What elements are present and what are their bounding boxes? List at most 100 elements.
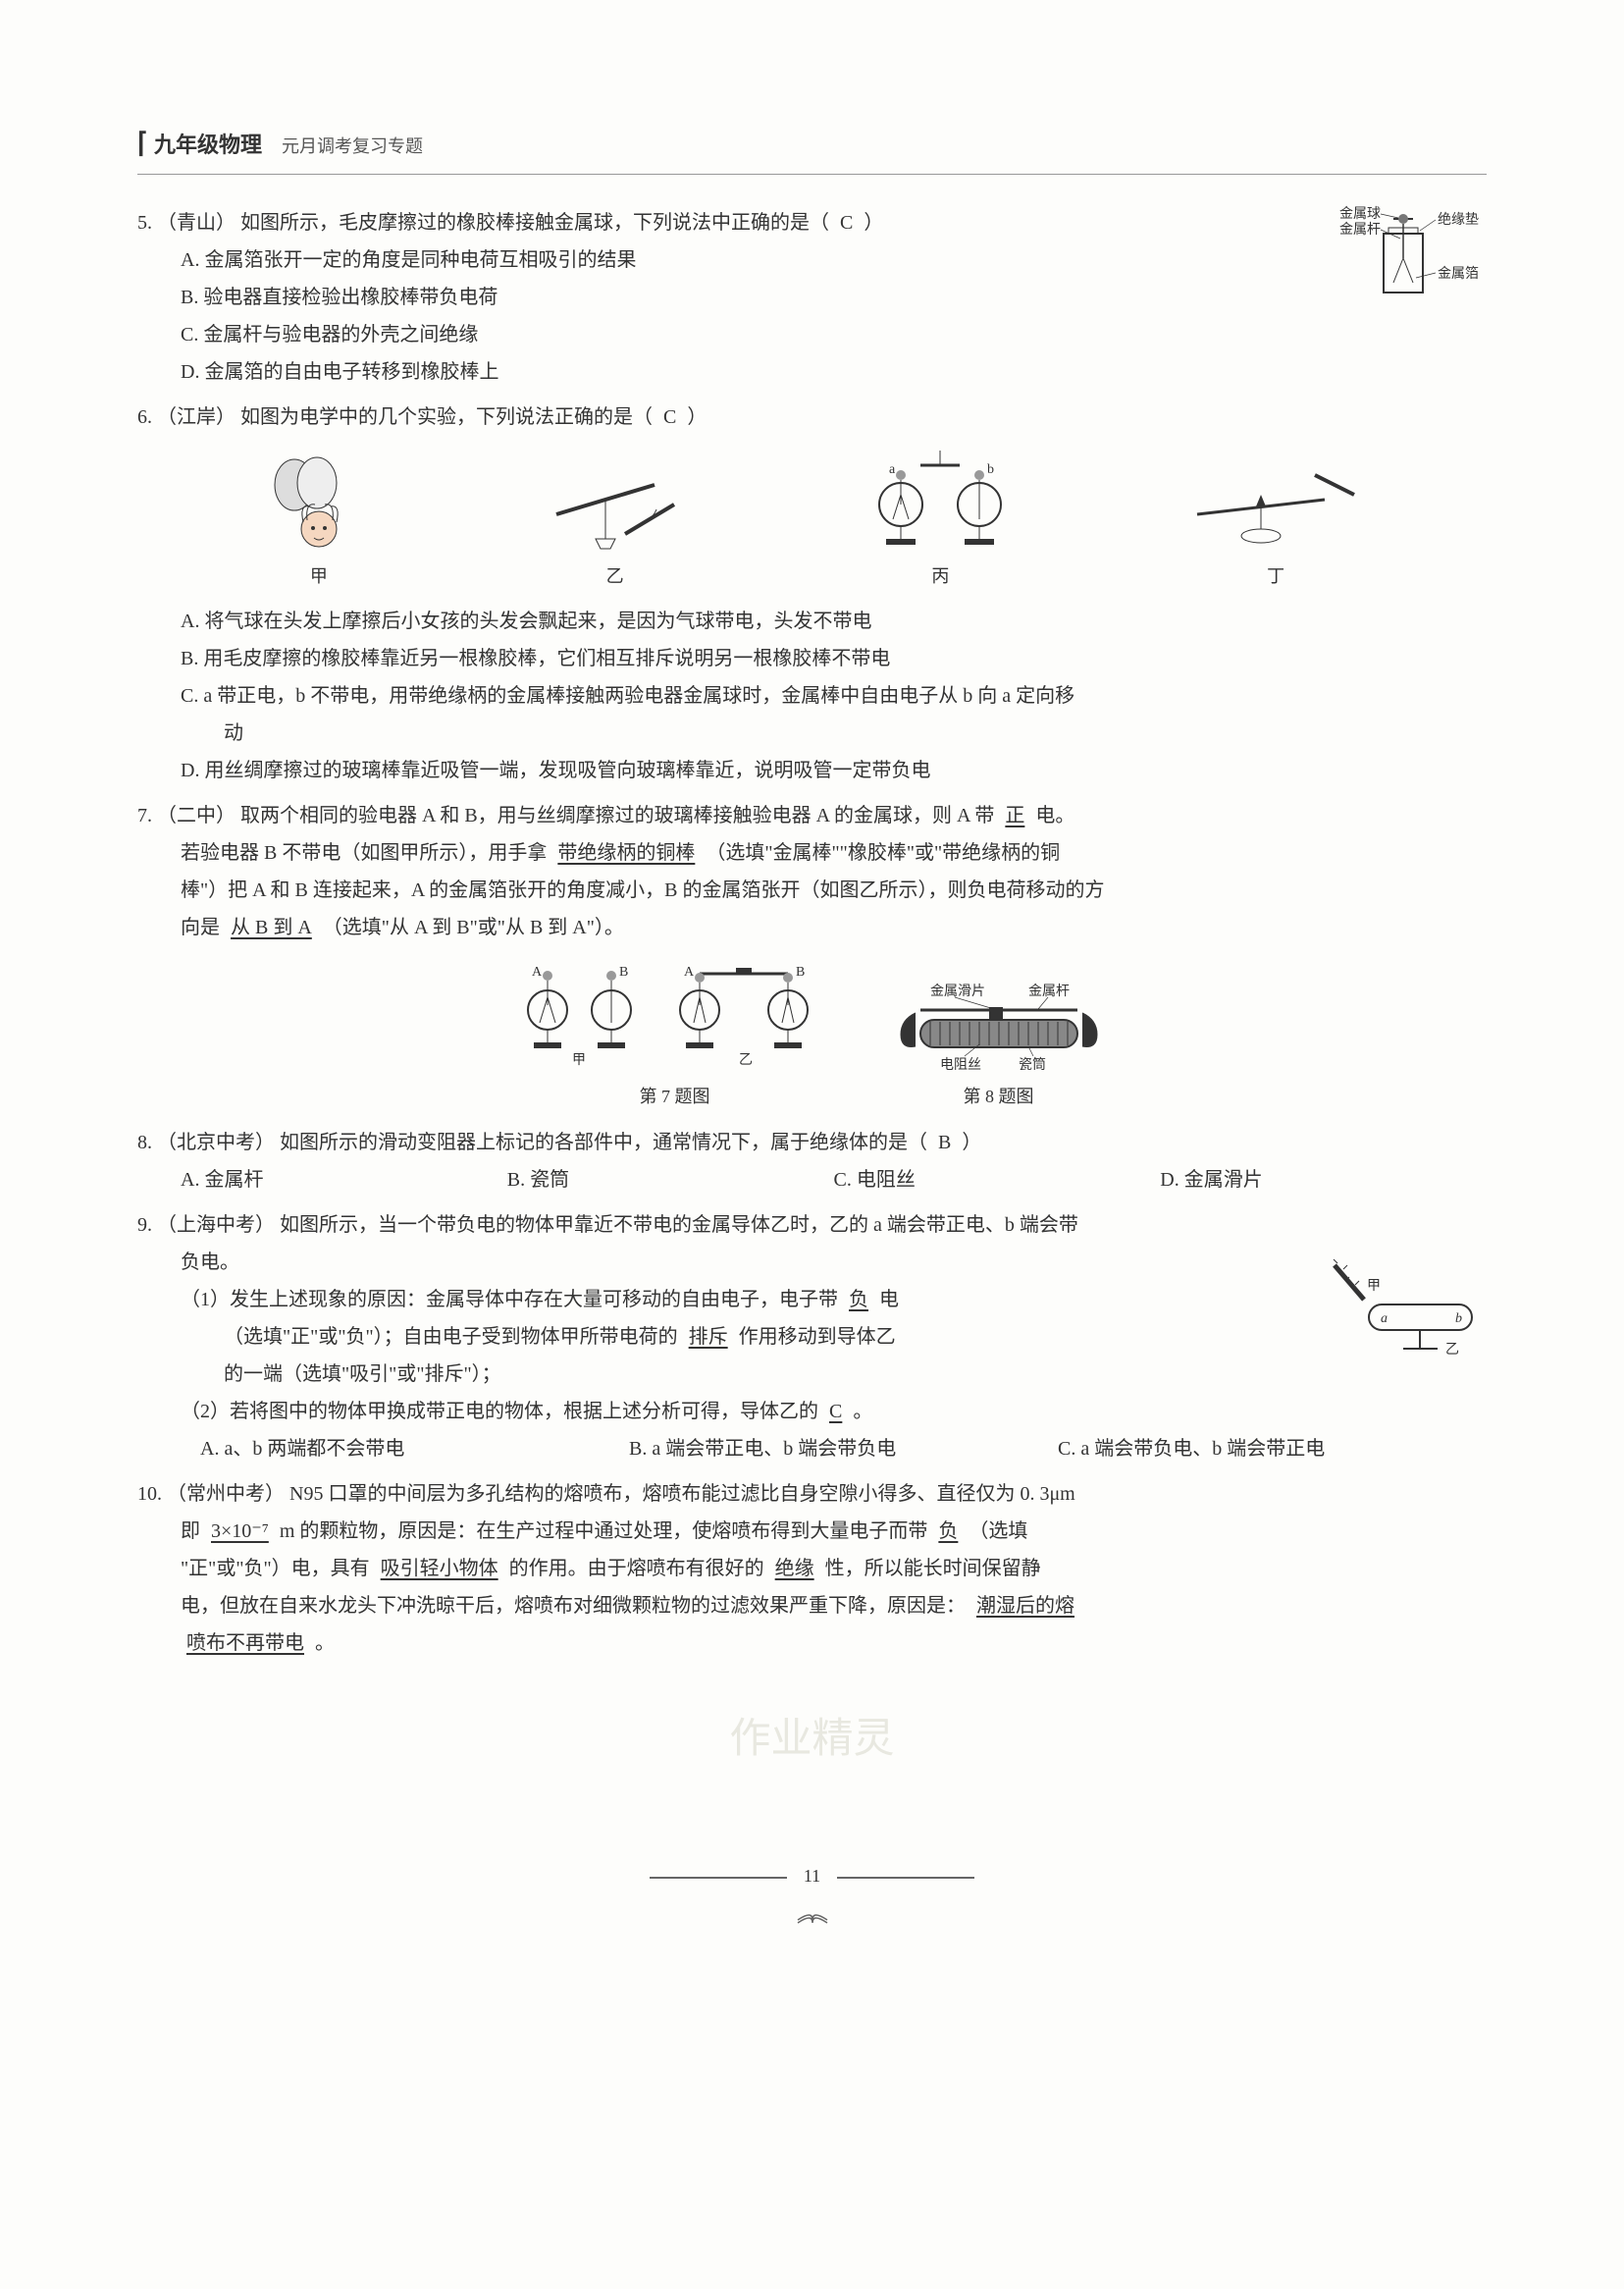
q6-cap-4: 丁: [1267, 559, 1284, 593]
q6-option-a: A. 将气球在头发上摩擦后小女孩的头发会飘起来，是因为气球带电，头发不带电: [181, 603, 1487, 640]
q6-close: ）: [687, 406, 707, 428]
question-6: 6. （江岸） 如图为电学中的几个实验，下列说法正确的是（ C ） 甲: [137, 399, 1487, 789]
page-number: 11: [792, 1859, 832, 1892]
svg-text:B: B: [796, 965, 805, 980]
q9-stem-2: 负电。: [181, 1251, 239, 1273]
q9-sub1-mid2: 作用移动到导体乙: [739, 1326, 896, 1348]
q5-option-a: A. 金属箔张开一定的角度是同种电荷互相吸引的结果: [181, 241, 1487, 279]
q5-source: （青山）: [157, 212, 236, 234]
q10-ans6: 喷布不再带电: [181, 1632, 310, 1654]
watermark: 作业精灵: [137, 1701, 1487, 1780]
q8-option-d: D. 金属滑片: [1160, 1161, 1487, 1198]
q10-cont1-end: （选填: [969, 1520, 1027, 1542]
q5-answer: C: [834, 212, 859, 234]
q8-answer: B: [932, 1132, 957, 1153]
q8-option-c: C. 电阻丝: [834, 1161, 1161, 1198]
q5-number: 5.: [137, 212, 152, 234]
q7-stem-2: 电。: [1035, 805, 1074, 826]
header-subtitle: 元月调考复习专题: [282, 130, 423, 163]
svg-text:乙: 乙: [739, 1052, 753, 1068]
q5-option-c: C. 金属杆与验电器的外壳之间绝缘: [181, 316, 1487, 353]
svg-text:B: B: [619, 965, 628, 980]
q10-cont3-pre: 电，但放在自来水龙头下冲洗晾干后，熔喷布对细微颗粒物的过滤效果严重下降，原因是：: [181, 1595, 966, 1617]
q7-answer-2: 带绝缘柄的铜棒: [551, 842, 701, 864]
q9-sub1-ans2: 排斥: [683, 1326, 734, 1348]
q7-cont-2: （选填"金属棒""橡胶棒"或"带绝缘柄的铜: [706, 842, 1060, 864]
induction-icon: 甲 a b 乙: [1320, 1255, 1487, 1363]
q8-number: 8.: [137, 1132, 152, 1153]
q10-cont2-end: 性，所以能长时间保留静: [825, 1558, 1041, 1579]
q6-stem: 如图为电学中的几个实验，下列说法正确的是（: [240, 406, 653, 428]
q10-number: 10.: [137, 1483, 162, 1505]
q6-fig-4: 丁: [1187, 446, 1364, 593]
rheostat-icon: 金属滑片 金属杆 电阻丝 瓷筒: [891, 976, 1107, 1074]
q5-option-b: B. 验电器直接检验出橡胶棒带负电荷: [181, 279, 1487, 316]
q9-stem-1: 如图所示，当一个带负电的物体甲靠近不带电的金属导体乙时，乙的 a 端会带正电、b…: [280, 1214, 1078, 1236]
q5-close: ）: [864, 212, 883, 234]
q8-source: （北京中考）: [157, 1132, 275, 1153]
q9-number: 9.: [137, 1214, 152, 1236]
q7-answer-1: 正: [999, 805, 1030, 826]
svg-text:金属箔: 金属箔: [1438, 266, 1479, 282]
question-7: 7. （二中） 取两个相同的验电器 A 和 B，用与丝绸摩擦过的玻璃棒接触验电器…: [137, 797, 1487, 1113]
q10-stem-1: N95 口罩的中间层为多孔结构的熔喷布，熔喷布能过滤比自身空隙小得多、直径仅为 …: [289, 1483, 1075, 1505]
header-bracket-icon: ⌈: [137, 118, 148, 170]
question-10: 10. （常州中考） N95 口罩的中间层为多孔结构的熔喷布，熔喷布能过滤比自身…: [137, 1475, 1487, 1662]
q9-sub2-ans: C: [823, 1401, 848, 1422]
svg-text:瓷筒: 瓷筒: [1019, 1056, 1046, 1073]
q9-option-c: C. a 端会带负电、b 端会带正电: [1058, 1430, 1487, 1467]
page-footer: 11: [137, 1857, 1487, 1932]
rods-repel-icon: [537, 446, 694, 554]
page-header: ⌈ 九年级物理 元月调考复习专题: [137, 118, 1487, 175]
q9-sub1-cont: （选填"正"或"负"）；自由电子受到物体甲所带电荷的: [224, 1326, 678, 1348]
q10-ans2: 负: [932, 1520, 964, 1542]
q7-cont-1: 若验电器 B 不带电（如图甲所示），用手拿: [181, 842, 547, 864]
q10-cont1-post: m 的颗粒物，原因是：在生产过程中通过处理，使熔喷布得到大量电子而带: [280, 1520, 928, 1542]
footer-line-right: [837, 1877, 974, 1879]
q6-number: 6.: [137, 406, 152, 428]
q8-option-a: A. 金属杆: [181, 1161, 507, 1198]
svg-text:乙: 乙: [1445, 1342, 1459, 1357]
header-title: 九年级物理: [154, 125, 262, 166]
svg-text:金属滑片: 金属滑片: [930, 983, 985, 999]
svg-text:b: b: [987, 462, 994, 477]
q9-sub1-mid1: 电: [879, 1289, 899, 1310]
svg-text:a: a: [889, 462, 896, 477]
q7-stem-1: 取两个相同的验电器 A 和 B，用与丝绸摩擦过的玻璃棒接触验电器 A 的金属球，…: [240, 805, 994, 826]
q7-number: 7.: [137, 805, 152, 826]
svg-text:甲: 甲: [572, 1053, 586, 1068]
svg-text:甲: 甲: [1367, 1279, 1381, 1294]
q9-source: （上海中考）: [157, 1214, 275, 1236]
electroscope-pair-icon: A B 甲 A: [518, 956, 832, 1074]
q7-fig-left: A B 甲 A: [518, 956, 832, 1113]
q7-answer-3: 从 B 到 A: [225, 917, 318, 938]
footer-line-left: [650, 1877, 787, 1879]
q9-option-a: A. a、b 两端都不会带电: [200, 1430, 629, 1467]
q7-cont-4: 向是: [181, 917, 220, 938]
q5-stem: 如图所示，毛皮摩擦过的橡胶棒接触金属球，下列说法中正确的是（: [240, 212, 829, 234]
q7-cont-5: （选填"从 A 到 B"或"从 B 到 A"）。: [323, 917, 624, 938]
q6-figures: 甲 乙: [181, 446, 1443, 593]
q7-caption: 第 7 题图: [640, 1080, 710, 1113]
q6-cap-2: 乙: [606, 559, 624, 593]
q6-option-c-1: C. a 带正电，b 不带电，用带绝缘柄的金属棒接触两验电器金属球时，金属棒中自…: [181, 677, 1487, 715]
q6-option-c-2: 动: [224, 722, 243, 744]
q6-cap-3: 丙: [931, 559, 949, 593]
book-icon: [137, 1894, 1487, 1932]
q5-option-d: D. 金属箔的自由电子转移到橡胶棒上: [181, 353, 1487, 391]
q6-fig-1: 甲: [260, 446, 378, 593]
two-electroscopes-icon: a b: [852, 446, 1028, 554]
q8-fig: 金属滑片 金属杆 电阻丝 瓷筒 第 8 题图: [891, 976, 1107, 1113]
q6-fig-2: 乙: [537, 446, 694, 593]
q6-source: （江岸）: [157, 406, 236, 428]
q9-sub1-pre: （1）发生上述现象的原因：金属导体中存在大量可移动的自由电子，电子带: [181, 1289, 838, 1310]
q10-cont2-pre: "正"或"负"）电，具有: [181, 1558, 370, 1579]
svg-text:A: A: [684, 965, 695, 980]
q9-sub2-pre: （2）若将图中的物体甲换成带正电的物体，根据上述分析可得，导体乙的: [181, 1401, 818, 1422]
q6-answer: C: [657, 406, 682, 428]
q6-fig-3: a b 丙: [852, 446, 1028, 593]
q10-cont3-end: 。: [315, 1632, 335, 1654]
q6-option-d: D. 用丝绸摩擦过的玻璃棒靠近吸管一端，发现吸管向玻璃棒靠近，说明吸管一定带负电: [181, 752, 1487, 789]
question-9: 甲 a b 乙 9. （上海中考） 如图所示，当一个带负电的物体甲靠近不带电的金…: [137, 1206, 1487, 1467]
q9-sub2-post: 。: [853, 1401, 872, 1422]
